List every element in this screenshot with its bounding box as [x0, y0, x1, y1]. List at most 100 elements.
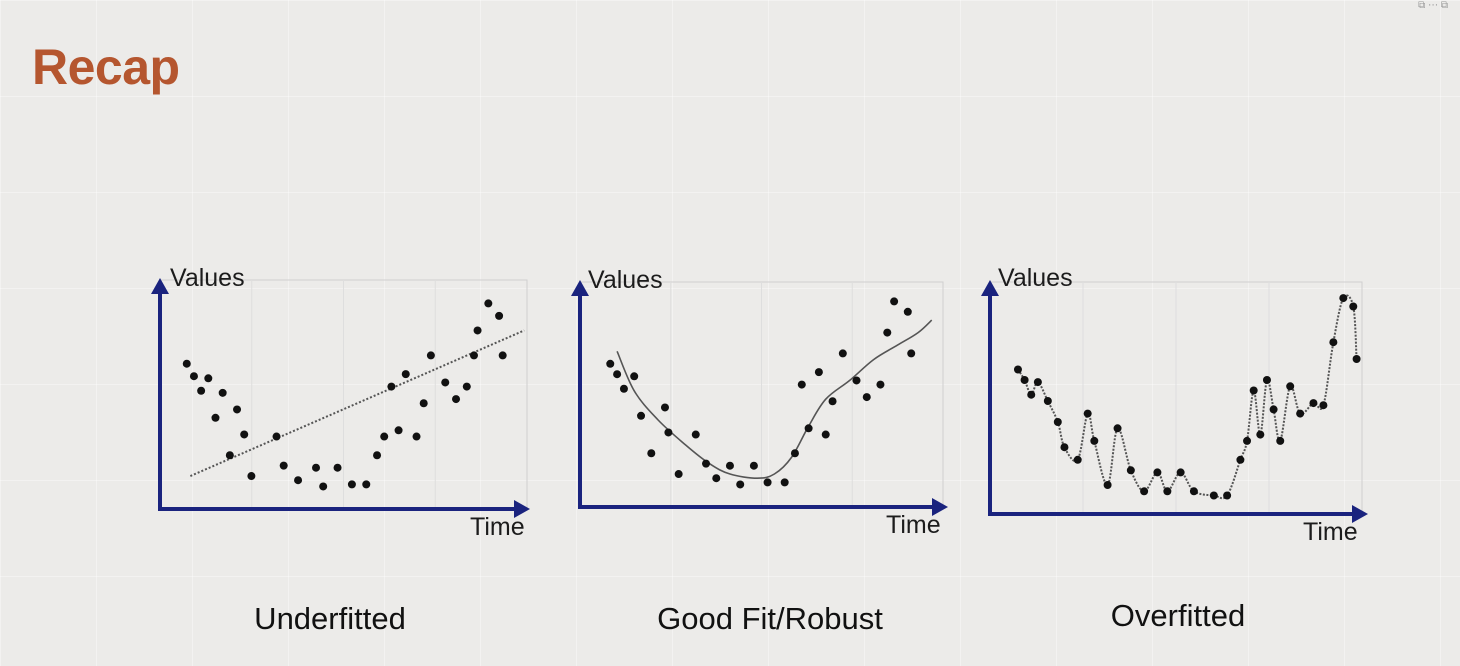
data-point [441, 378, 450, 387]
data-point [426, 351, 435, 360]
data-point [182, 359, 191, 368]
data-point [1027, 390, 1036, 399]
data-point [495, 311, 504, 320]
data-point [664, 428, 673, 437]
data-point [1060, 443, 1069, 452]
data-point [333, 463, 342, 472]
data-point [240, 430, 249, 439]
data-point [1276, 436, 1285, 445]
data-point [452, 395, 461, 404]
fit-curve [616, 319, 933, 480]
caption-overfitted: Overfitted [1110, 598, 1246, 633]
data-point [674, 470, 683, 479]
data-point [469, 351, 478, 360]
data-point [1176, 468, 1185, 477]
data-point [473, 326, 482, 335]
data-point [1243, 436, 1252, 445]
data-point [1163, 487, 1172, 496]
data-point [660, 403, 669, 412]
data-point [225, 451, 234, 460]
x-axis-arrow [514, 500, 530, 518]
data-point [1153, 468, 1162, 477]
data-point [1249, 386, 1258, 395]
data-point [838, 349, 847, 358]
fit-line [189, 329, 525, 477]
data-point [749, 461, 758, 470]
data-point [814, 368, 823, 377]
y-axis-arrow [571, 280, 589, 296]
data-point [1113, 424, 1122, 433]
caption-underfitted: Underfitted [254, 601, 406, 636]
data-point [606, 359, 615, 368]
data-point [702, 459, 711, 468]
data-point [763, 478, 772, 487]
data-point [725, 461, 734, 470]
data-point [498, 351, 507, 360]
data-point [637, 411, 646, 420]
caption-good-fit: Good Fit/Robust [657, 601, 883, 636]
data-point [691, 430, 700, 439]
data-point [401, 370, 410, 379]
data-point [233, 405, 242, 414]
data-point [862, 393, 871, 402]
y-axis-label: Values [588, 266, 663, 294]
data-point [204, 374, 213, 383]
corner-icons: ⧉ ⋯ ⧉ [1418, 0, 1448, 11]
data-point [647, 449, 656, 458]
data-point [347, 480, 356, 489]
data-point [362, 480, 371, 489]
data-point [319, 482, 328, 491]
data-point [1013, 365, 1022, 374]
data-point [828, 397, 837, 406]
data-point [804, 424, 813, 433]
x-axis-label: Time [470, 513, 525, 541]
data-point [419, 399, 428, 408]
data-point [1103, 481, 1112, 489]
data-point [247, 472, 256, 481]
data-point [876, 380, 885, 389]
data-point [619, 384, 628, 393]
data-point [1339, 294, 1348, 303]
data-point [890, 297, 899, 306]
data-point [613, 370, 622, 379]
data-point [1209, 491, 1218, 500]
data-point [1329, 338, 1338, 347]
x-axis-arrow [932, 498, 948, 516]
y-axis-arrow [151, 278, 169, 294]
x-axis-arrow [1352, 505, 1368, 523]
x-axis-label: Time [886, 511, 941, 539]
data-point [211, 413, 220, 422]
data-point [1286, 382, 1295, 391]
data-point [380, 432, 389, 441]
y-axis-arrow [981, 280, 999, 296]
data-point [1043, 397, 1052, 405]
data-point [1126, 466, 1135, 475]
data-point [903, 307, 912, 316]
data-point [1269, 405, 1278, 414]
data-point [1349, 302, 1358, 311]
data-point [907, 349, 916, 358]
data-point [780, 478, 789, 487]
data-point [852, 376, 861, 385]
y-axis-label: Values [998, 264, 1073, 292]
data-point [218, 388, 227, 397]
chart-overfitted: Values Time [980, 262, 1375, 557]
data-point [312, 463, 321, 472]
chart-good-fit: Values Time [568, 262, 958, 552]
chart-svg [981, 280, 1368, 523]
data-point [1073, 455, 1082, 464]
data-point [279, 461, 288, 470]
data-point [272, 432, 281, 441]
data-point [797, 380, 806, 389]
data-point [484, 299, 493, 308]
data-point [412, 432, 421, 441]
data-point [712, 474, 721, 483]
data-point [1083, 409, 1092, 418]
data-point [387, 382, 396, 391]
data-point [373, 451, 382, 460]
data-point [883, 328, 892, 337]
data-point [462, 382, 471, 391]
x-axis-label: Time [1303, 518, 1358, 546]
chart-underfitted: Values Time [150, 262, 540, 552]
